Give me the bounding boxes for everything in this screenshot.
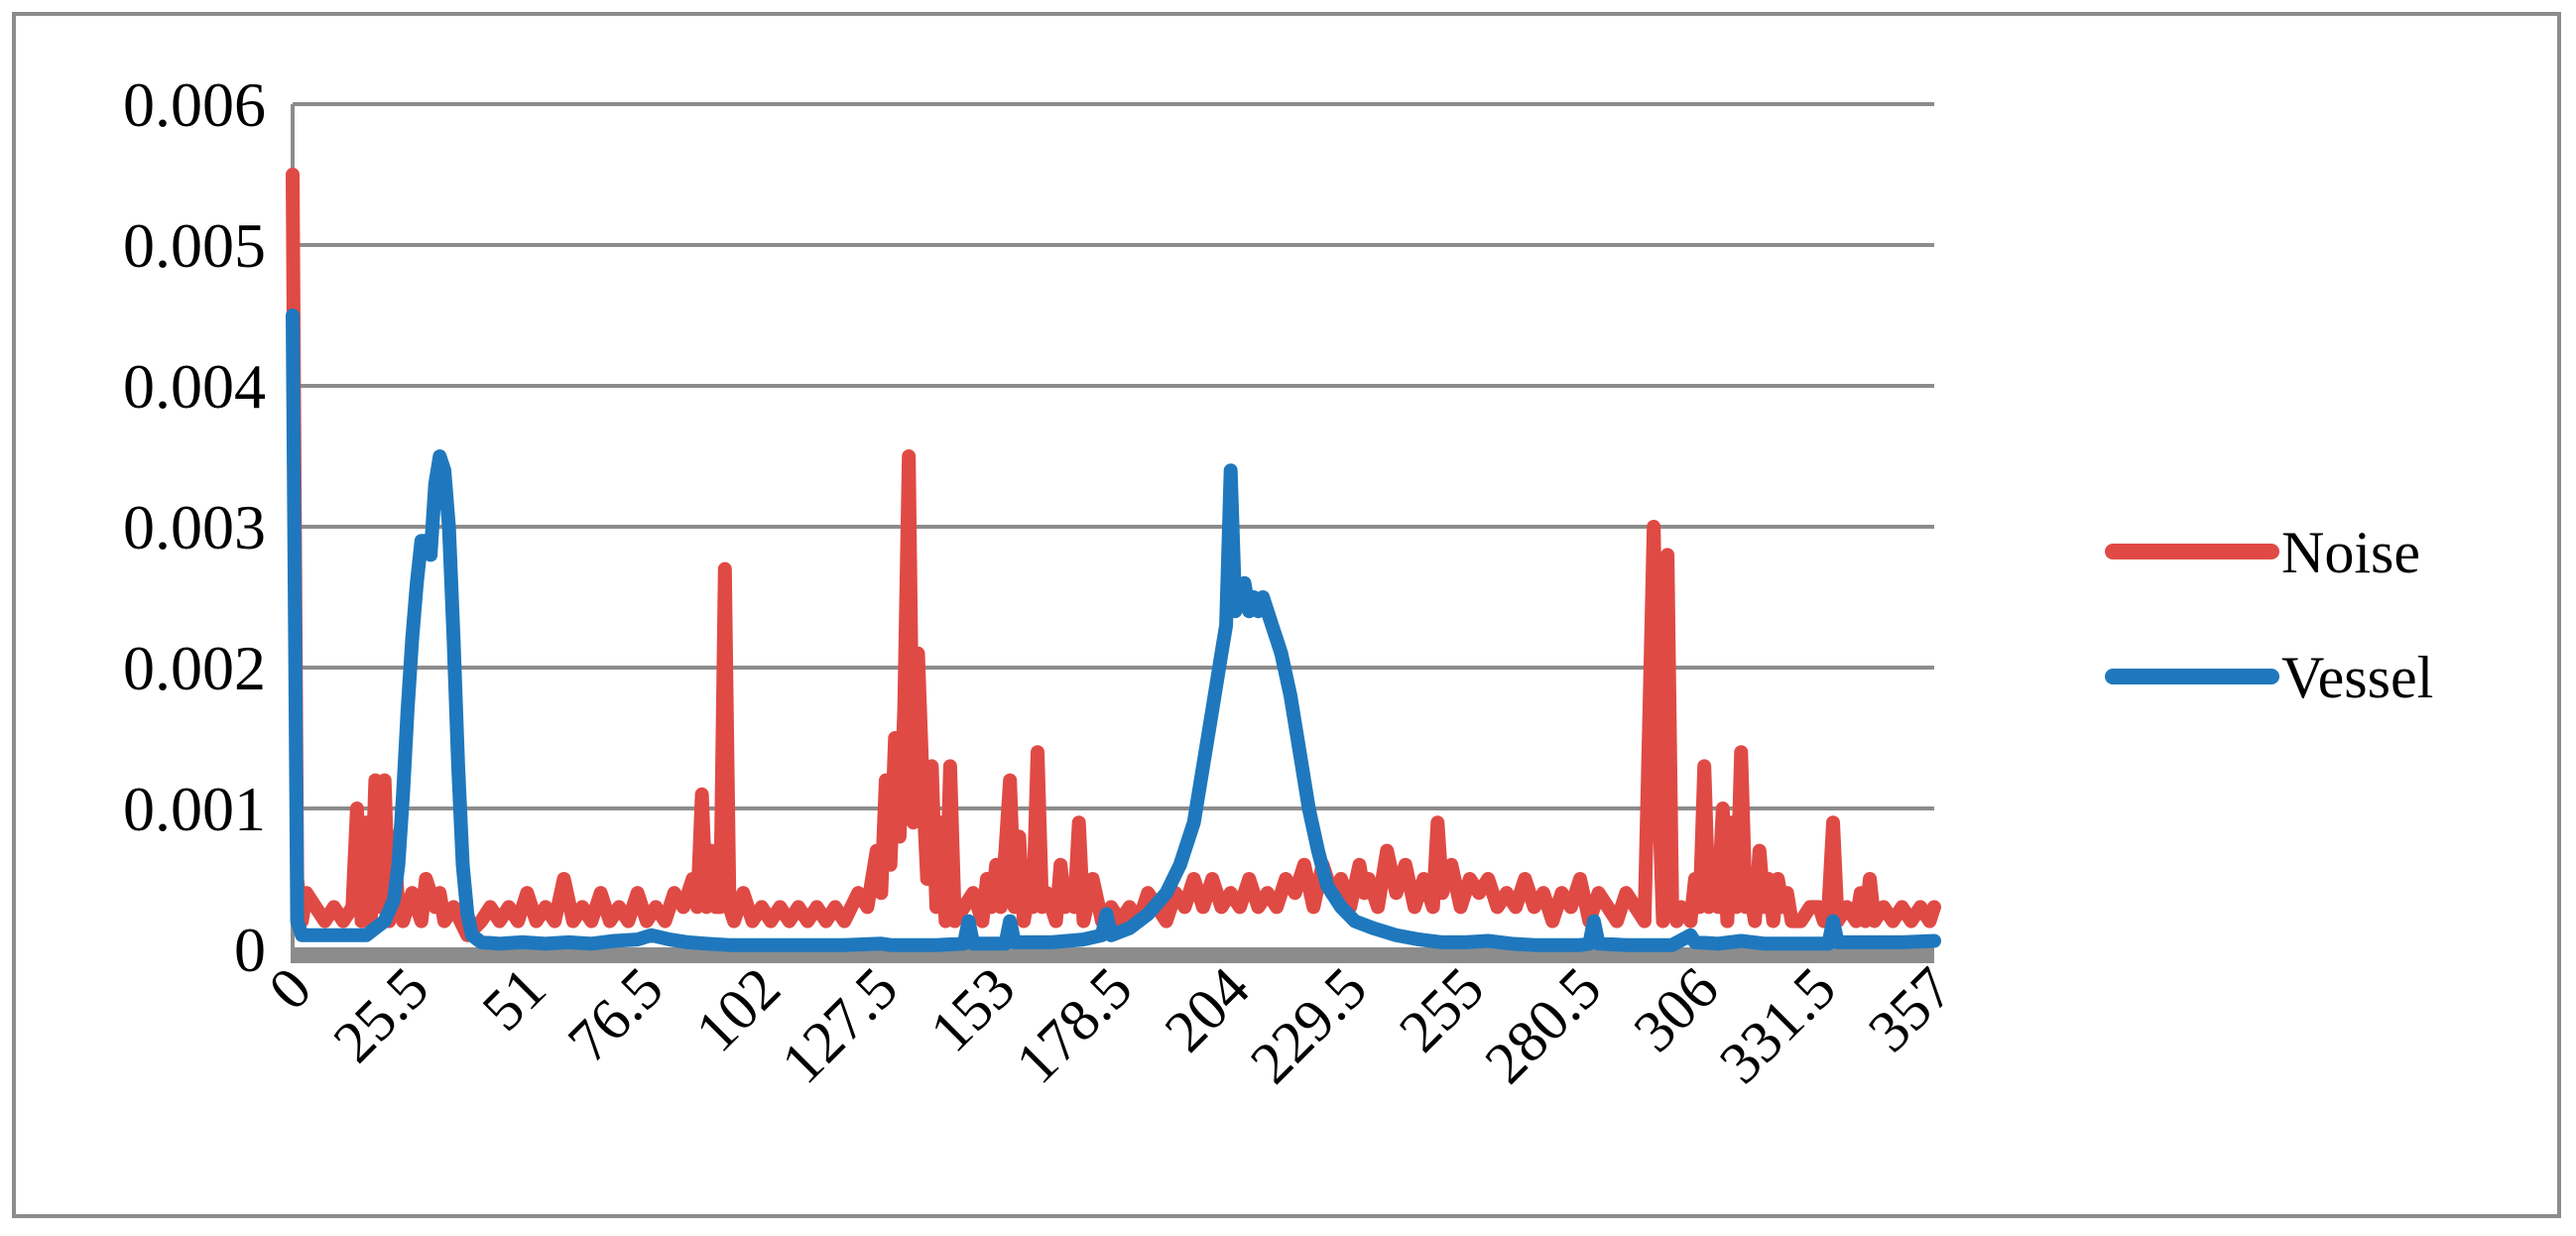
y-tick-label: 0.005 (123, 210, 266, 281)
legend-label-noise: Noise (2281, 520, 2420, 585)
y-tick-label: 0 (234, 915, 266, 985)
y-tick-label: 0.006 (123, 69, 266, 140)
series-line-noise (286, 168, 1941, 942)
y-tick-label: 0.002 (123, 633, 266, 703)
y-tick-label: 0.003 (123, 492, 266, 562)
legend-label-vessel: Vessel (2281, 645, 2433, 710)
y-tick-label: 0.001 (123, 774, 266, 844)
series-line-vessel (286, 309, 1941, 952)
y-tick-labels: 0 0.001 0.002 0.003 0.004 0.005 0.006 (123, 69, 266, 985)
chart-frame (12, 12, 2561, 1218)
legend: Noise Vessel (2105, 520, 2433, 710)
series-lines (286, 168, 1941, 952)
y-tick-label: 0.004 (123, 351, 266, 422)
